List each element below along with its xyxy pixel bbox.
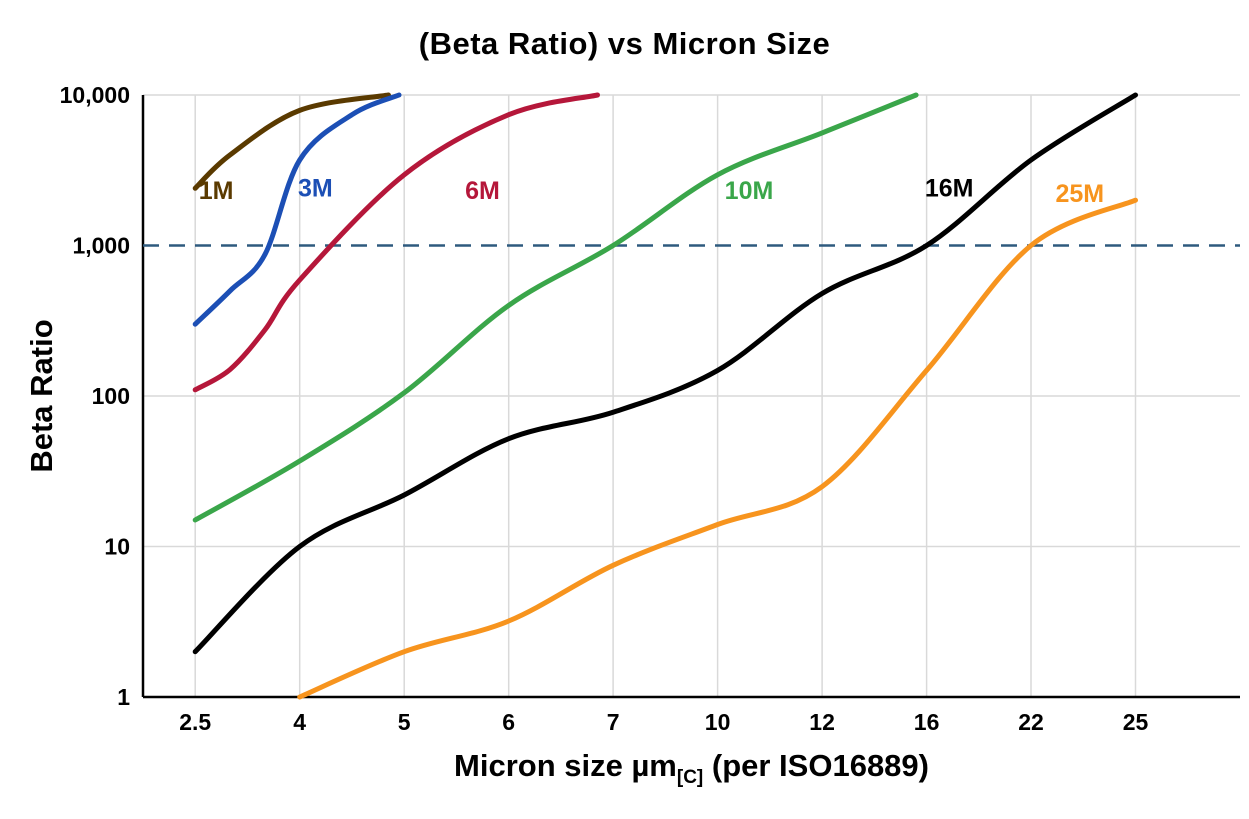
series-label-25M: 25M — [1055, 180, 1104, 208]
series-label-16M: 16M — [925, 174, 974, 202]
series-label-6M: 6M — [465, 177, 500, 205]
x-axis-label-subscript: [C] — [676, 767, 704, 789]
y-tick-label: 1 — [117, 684, 130, 710]
y-tick-label: 1,000 — [72, 233, 130, 259]
x-tick-label: 16 — [914, 709, 940, 735]
series-label-1M: 1M — [199, 177, 234, 205]
series-line-1M — [192, 92, 391, 191]
x-axis-label-pre: Micron size µm — [454, 748, 677, 783]
series-line-16M — [192, 92, 1138, 655]
y-tick-label: 100 — [92, 383, 130, 409]
x-axis-label: Micron size µm[C] (per ISO16889) — [143, 748, 1240, 789]
x-tick-label: 7 — [607, 709, 620, 735]
x-tick-label: 12 — [809, 709, 835, 735]
x-axis-label-post: (per ISO16889) — [703, 748, 929, 783]
chart-title: (Beta Ratio) vs Micron Size — [418, 26, 831, 61]
series-label-3M: 3M — [298, 174, 333, 202]
y-tick-label: 10 — [104, 534, 130, 560]
x-tick-label: 2.5 — [179, 709, 211, 735]
series-line-10M — [192, 92, 919, 523]
x-tick-label: 4 — [293, 709, 306, 735]
x-tick-label: 22 — [1018, 709, 1044, 735]
series-line-25M — [297, 197, 1138, 700]
x-tick-label: 10 — [705, 709, 731, 735]
series-line-3M — [192, 92, 402, 327]
x-tick-label: 5 — [398, 709, 411, 735]
series-label-10M: 10M — [725, 177, 774, 205]
x-tick-label: 6 — [502, 709, 515, 735]
x-tick-label: 25 — [1123, 709, 1149, 735]
series-line-6M — [192, 92, 600, 393]
y-tick-label: 10,000 — [60, 82, 130, 108]
